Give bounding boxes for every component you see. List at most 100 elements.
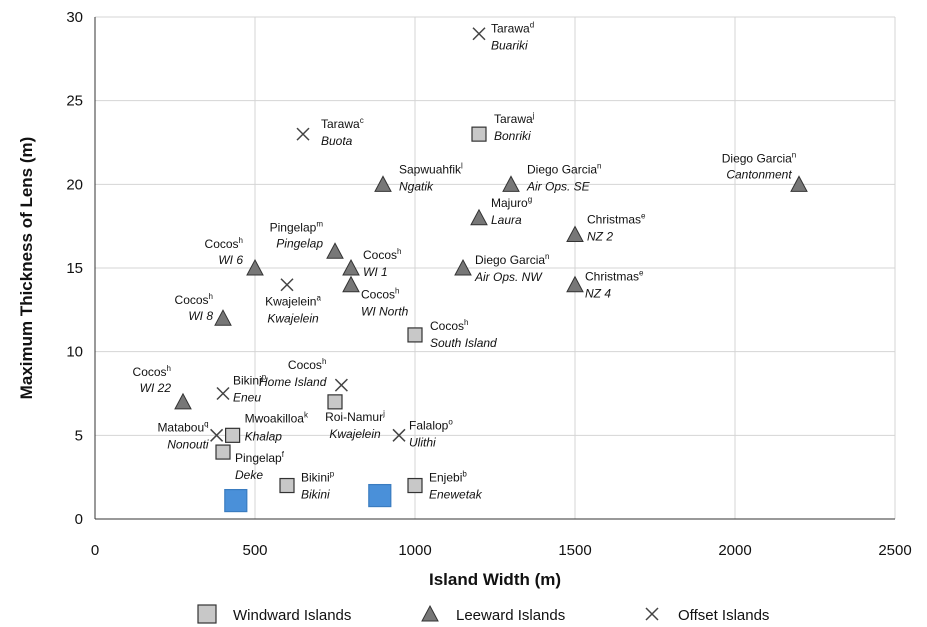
point-label: Diego Garcian xyxy=(475,252,549,267)
point-sublabel: Kwajelein xyxy=(329,427,381,441)
y-axis-title: Maximum Thickness of Lens (m) xyxy=(17,137,36,400)
point-note: h xyxy=(209,292,213,301)
point-sublabel: Laura xyxy=(491,213,522,227)
point-sublabel: Deke xyxy=(235,468,263,482)
point-sublabel: Buariki xyxy=(491,39,528,53)
point-sublabel: WI North xyxy=(361,305,409,319)
triangle-marker xyxy=(246,258,264,276)
point-note: h xyxy=(397,247,401,256)
triangle-marker xyxy=(326,242,344,259)
point-label: Cocosh xyxy=(175,292,213,307)
point-note: h xyxy=(395,287,399,296)
square-marker xyxy=(327,394,343,410)
x-marker xyxy=(280,278,294,292)
point-label: Falalopo xyxy=(409,417,453,432)
point-sublabel: WI 8 xyxy=(188,309,213,323)
point-label: Cocosh xyxy=(133,364,171,379)
point-name: Tarawa xyxy=(321,117,360,131)
point-label: Cocosh xyxy=(430,318,468,333)
point-label: Kwajeleina xyxy=(265,294,321,309)
point-name: Cocos xyxy=(361,288,395,302)
x-tick-label: 1000 xyxy=(398,542,431,559)
point-label: Diego Garcian xyxy=(527,161,601,176)
point-label: Enjebib xyxy=(429,470,467,485)
triangle-marker xyxy=(454,258,472,276)
point-sublabel: Home Island xyxy=(259,375,327,389)
point-name: Cocos xyxy=(430,319,464,333)
point-note: g xyxy=(528,195,532,204)
point-label: Cocosh xyxy=(205,236,243,251)
point-sublabel: NZ 4 xyxy=(585,287,611,301)
point-name: Tarawa xyxy=(491,22,530,36)
y-tick-label: 15 xyxy=(66,260,83,277)
point-label: Tarawad xyxy=(491,21,534,36)
point-label: Cocosh xyxy=(361,287,399,302)
x-marker xyxy=(296,127,310,141)
point-sublabel: WI 22 xyxy=(140,381,172,395)
legend-label: Windward Islands xyxy=(233,607,351,624)
square-marker xyxy=(224,488,248,513)
point-sublabel: NZ 2 xyxy=(587,230,613,244)
triangle-marker xyxy=(374,175,392,192)
point-name: Roi-Namur xyxy=(325,410,383,424)
point-sublabel: Bikini xyxy=(301,488,330,502)
triangle-marker xyxy=(342,275,360,293)
point-label: Christmase xyxy=(585,269,644,284)
point-sublabel: Air Ops. SE xyxy=(526,179,591,193)
point-note: h xyxy=(322,357,326,366)
point-note: q xyxy=(204,419,208,428)
x-marker xyxy=(645,607,659,621)
point-note: j xyxy=(382,409,385,418)
y-tick-label: 20 xyxy=(66,176,83,193)
point-sublabel: Khalap xyxy=(245,429,283,443)
y-tick-label: 0 xyxy=(75,511,83,528)
point-note: b xyxy=(462,470,467,479)
point-label: Sapwuahfikl xyxy=(399,161,463,176)
point-label: Mwoakilloak xyxy=(245,410,309,425)
point-sublabel: Air Ops. NW xyxy=(474,270,543,284)
point-sublabel: WI 6 xyxy=(218,253,243,267)
point-name: Kwajelein xyxy=(265,295,316,309)
square-marker xyxy=(407,327,423,343)
point-note: o xyxy=(448,417,453,426)
point-name: Christmas xyxy=(587,213,641,227)
point-sublabel: Cantonment xyxy=(726,167,792,181)
y-tick-label: 10 xyxy=(66,344,83,361)
point-label: Cocosh xyxy=(288,357,326,372)
x-marker xyxy=(334,378,348,392)
point-label: Bikinip xyxy=(233,373,267,388)
point-note: h xyxy=(464,318,468,327)
point-note: c xyxy=(360,116,364,125)
point-sublabel: Bonriki xyxy=(494,129,531,143)
x-marker xyxy=(210,428,224,442)
x-tick-label: 1500 xyxy=(558,542,591,559)
point-label: Diego Garcian xyxy=(722,150,796,165)
point-label: Pingelapf xyxy=(235,450,285,465)
point-note: f xyxy=(282,450,285,459)
point-name: Diego Garcia xyxy=(527,162,597,176)
point-note: n xyxy=(792,150,796,159)
y-tick-label: 25 xyxy=(66,93,83,110)
triangle-marker xyxy=(342,258,360,276)
point-label: Cocosh xyxy=(363,247,401,262)
point-label: Roi-Namurj xyxy=(325,409,385,424)
point-note: m xyxy=(316,219,323,228)
triangle-marker xyxy=(790,175,808,192)
x-marker xyxy=(472,27,486,41)
point-sublabel: Ngatik xyxy=(399,179,434,193)
point-name: Cocos xyxy=(288,358,322,372)
point-note: h xyxy=(167,364,171,373)
point-note: k xyxy=(304,410,309,419)
y-tick-label: 30 xyxy=(66,9,83,26)
legend-label: Leeward Islands xyxy=(456,607,565,624)
point-name: Sapwuahfik xyxy=(399,162,462,176)
point-sublabel: Buota xyxy=(321,134,353,148)
square-marker xyxy=(225,427,241,443)
point-name: Cocos xyxy=(205,237,239,251)
point-name: Falalop xyxy=(409,418,449,432)
point-name: Diego Garcia xyxy=(475,253,545,267)
point-label: Pingelapm xyxy=(270,219,324,234)
square-marker xyxy=(471,126,487,142)
triangle-marker xyxy=(566,275,584,293)
